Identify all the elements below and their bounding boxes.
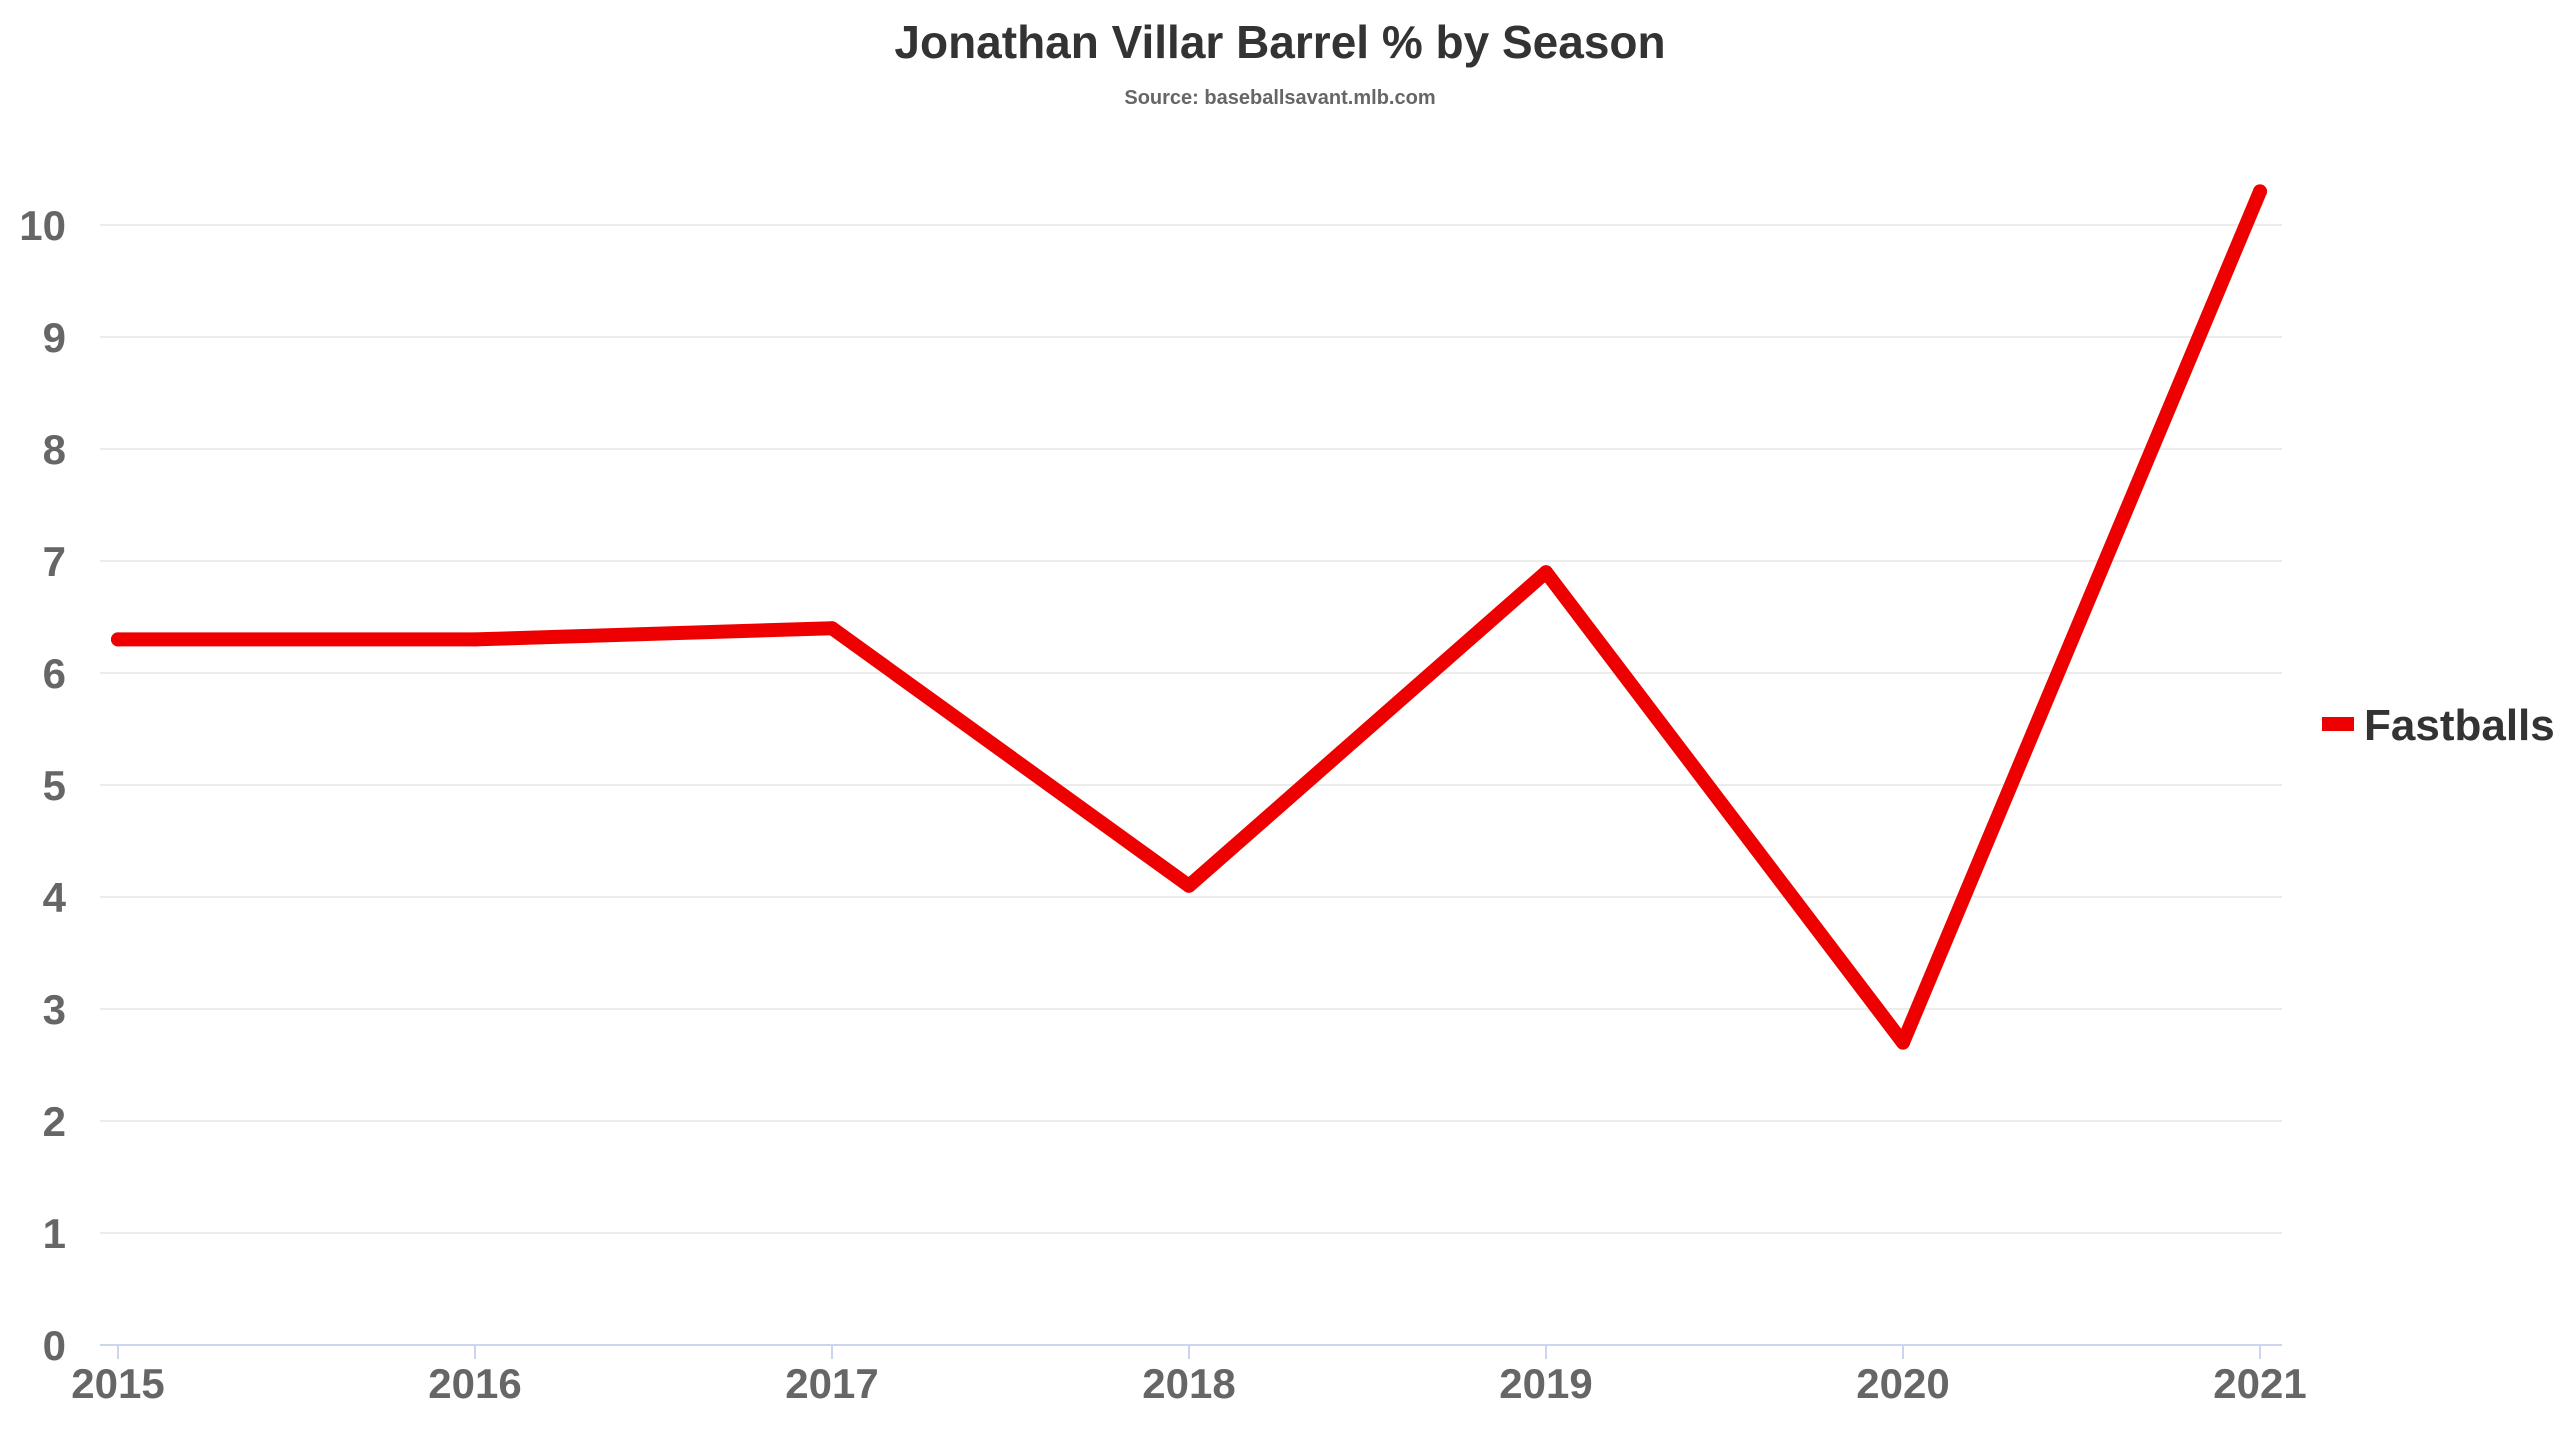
x-tick-label: 2019: [1499, 1360, 1592, 1407]
series-group: [111, 184, 2267, 1050]
legend[interactable]: Fastballs: [2322, 701, 2555, 750]
y-tick-label: 4: [43, 874, 67, 921]
x-tick-label: 2018: [1142, 1360, 1235, 1407]
data-point[interactable]: [1896, 1035, 1910, 1050]
x-tick-label: 2016: [428, 1360, 521, 1407]
x-tick-label: 2021: [2213, 1360, 2306, 1407]
legend-swatch: [2322, 717, 2354, 731]
chart-subtitle: Source: baseballsavant.mlb.com: [1124, 87, 1435, 109]
series-line-fastballs[interactable]: [111, 184, 2267, 1050]
data-point[interactable]: [1539, 565, 1553, 580]
legend-label[interactable]: Fastballs: [2364, 701, 2555, 750]
y-tick-label: 2: [43, 1098, 66, 1145]
data-point[interactable]: [111, 632, 125, 647]
y-tick-label: 10: [19, 202, 66, 249]
y-tick-label: 6: [43, 650, 66, 697]
gridlines: [100, 224, 2282, 1234]
data-point[interactable]: [2253, 184, 2267, 199]
data-point[interactable]: [468, 632, 482, 647]
y-tick-label: 7: [43, 538, 66, 585]
x-tick-label: 2017: [785, 1360, 878, 1407]
y-tick-label: 0: [43, 1322, 66, 1369]
x-tick-label: 2020: [1856, 1360, 1949, 1407]
y-axis-tick-labels: 0 1 2 3 4 5 6 7 8 9 10: [19, 202, 66, 1369]
y-tick-label: 3: [43, 986, 66, 1033]
data-point[interactable]: [825, 621, 839, 636]
x-axis: [100, 1344, 2282, 1359]
data-point[interactable]: [1182, 878, 1196, 893]
x-axis-tick-labels: 2015 2016 2017 2018 2019 2020 2021: [71, 1360, 2306, 1407]
y-tick-label: 5: [43, 762, 66, 809]
x-tick-label: 2015: [71, 1360, 164, 1407]
y-tick-label: 9: [43, 314, 66, 361]
y-tick-label: 1: [43, 1210, 66, 1257]
y-tick-label: 8: [43, 426, 66, 473]
chart-title: Jonathan Villar Barrel % by Season: [894, 16, 1665, 68]
